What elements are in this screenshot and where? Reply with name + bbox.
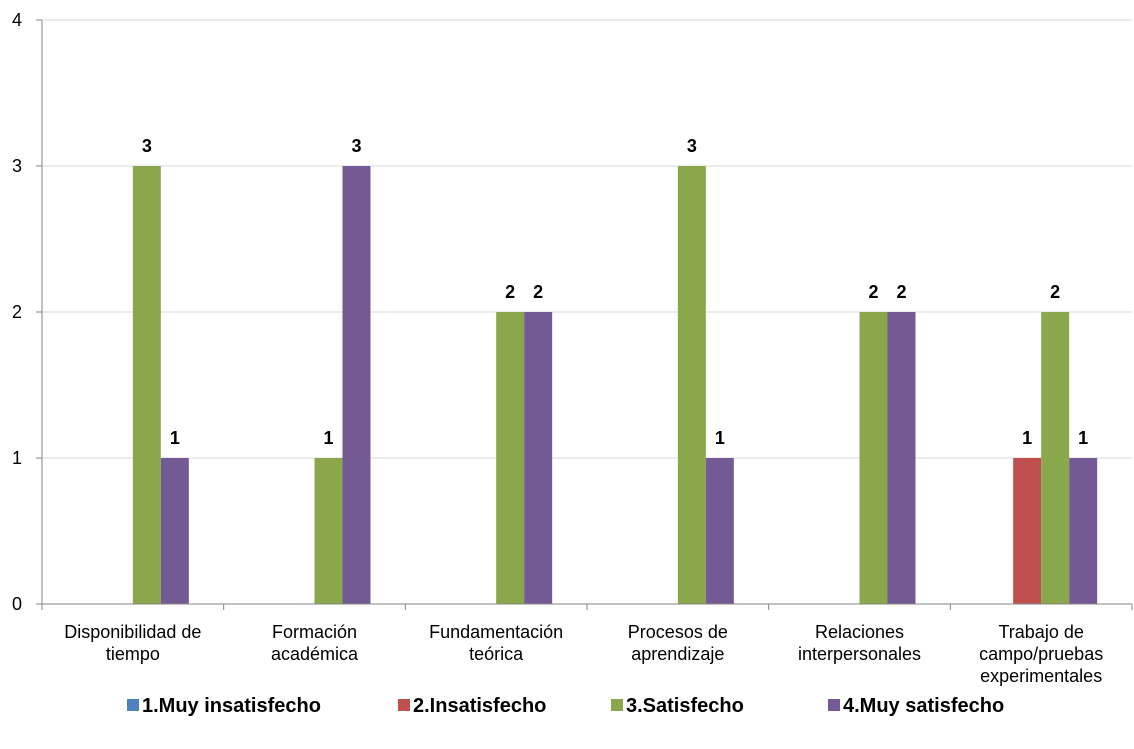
- bar: [859, 312, 888, 604]
- data-label: 2: [868, 282, 878, 302]
- y-axis-ticks: 0 1 2 3 4: [12, 10, 42, 614]
- gridlines: [42, 19, 1132, 459]
- legend-swatch: [398, 699, 410, 711]
- data-label: 3: [687, 136, 697, 156]
- data-label: 2: [505, 282, 515, 302]
- data-label: 2: [533, 282, 543, 302]
- x-category-label: Procesos de aprendizaje: [628, 622, 728, 664]
- legend-label: 3.Satisfecho: [626, 695, 744, 717]
- bar: [1013, 458, 1042, 604]
- y-tick-label: 2: [12, 302, 22, 322]
- data-label: 1: [170, 428, 180, 448]
- x-category-label: Trabajo de campo/pruebas experimentales: [979, 622, 1103, 686]
- data-label: 2: [896, 282, 906, 302]
- bar: [132, 166, 161, 604]
- bar: [705, 458, 734, 604]
- y-tick-label: 3: [12, 156, 22, 176]
- legend-swatch: [127, 699, 139, 711]
- bar: [314, 458, 343, 604]
- data-label: 3: [351, 136, 361, 156]
- data-label: 1: [715, 428, 725, 448]
- y-tick-label: 1: [12, 448, 22, 468]
- data-label: 3: [142, 136, 152, 156]
- bar: [887, 312, 916, 604]
- data-label: 1: [1022, 428, 1032, 448]
- x-category-label: Disponibilidad de tiempo: [64, 622, 201, 664]
- category-labels: Disponibilidad de tiempo Formación académic…: [64, 622, 1103, 686]
- bar: [496, 312, 525, 604]
- legend-swatch: [611, 699, 623, 711]
- legend: 1.Muy insatisfecho 2.Insatisfecho 3.Satisf…: [127, 695, 1004, 717]
- data-label: 1: [1078, 428, 1088, 448]
- y-tick-label: 4: [12, 10, 22, 30]
- axes: [41, 20, 1133, 610]
- data-label: 2: [1050, 282, 1060, 302]
- legend-label: 4.Muy satisfecho: [843, 695, 1004, 717]
- legend-swatch: [828, 699, 840, 711]
- x-category-label: Formación académica: [271, 622, 359, 664]
- data-label: 1: [323, 428, 333, 448]
- bar: [1069, 458, 1098, 604]
- legend-label: 1.Muy insatisfecho: [142, 695, 321, 717]
- bar: [677, 166, 706, 604]
- bar: [524, 312, 553, 604]
- bar: [160, 458, 189, 604]
- bars: [132, 166, 1098, 604]
- y-tick-label: 0: [12, 594, 22, 614]
- bar: [1041, 312, 1070, 604]
- x-category-label: Fundamentación teórica: [429, 622, 563, 664]
- x-category-label: Relaciones interpersonales: [798, 622, 921, 664]
- legend-label: 2.Insatisfecho: [413, 695, 546, 717]
- bar: [342, 166, 371, 604]
